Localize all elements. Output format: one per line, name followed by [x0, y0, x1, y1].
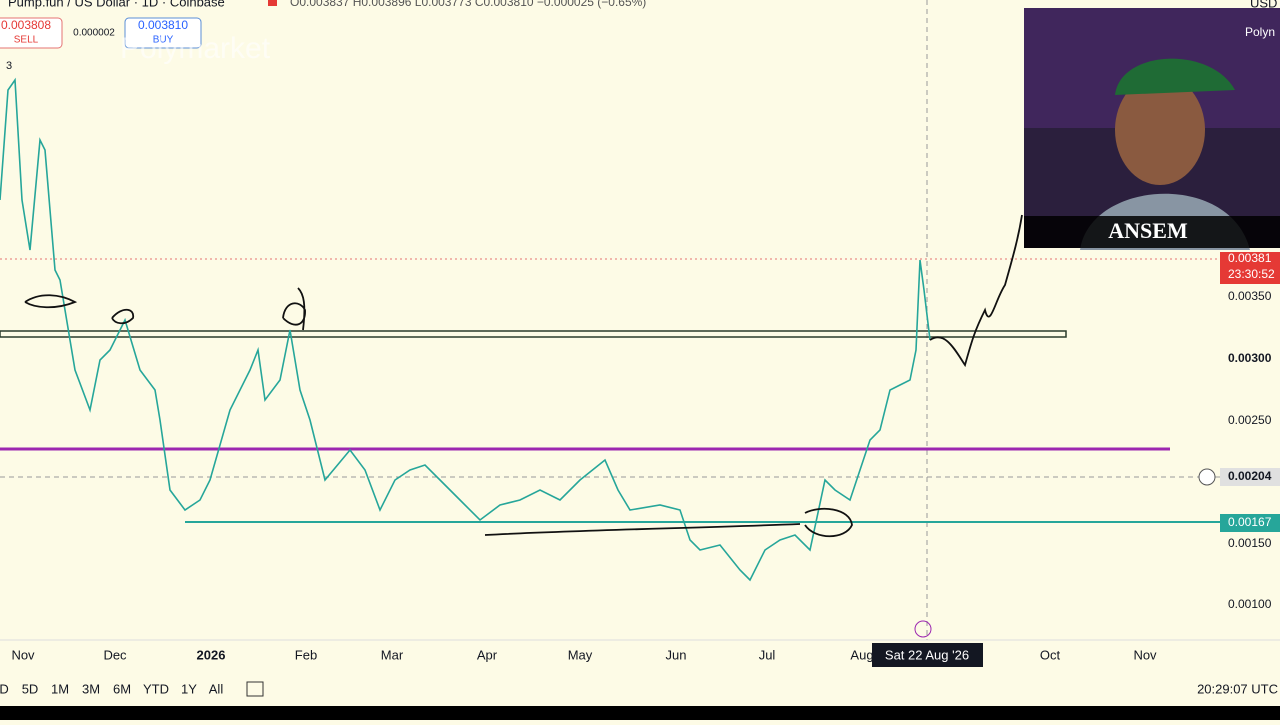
countdown: 23:30:52 [1228, 267, 1275, 281]
time-label: Jul [759, 647, 776, 662]
range-bar [0, 672, 1280, 706]
sell-label[interactable]: SELL [14, 35, 39, 46]
time-label: 2026 [197, 647, 226, 662]
range-button[interactable]: D [0, 681, 9, 696]
price-label: 0.00250 [1228, 413, 1272, 427]
time-label: Jun [666, 647, 687, 662]
time-label: Oct [1040, 647, 1061, 662]
calendar-icon[interactable] [246, 681, 264, 697]
range-button[interactable]: 1Y [181, 681, 197, 696]
green-level: 0.00167 [1228, 515, 1272, 529]
price-label: 0.00100 [1228, 597, 1272, 611]
event-icon [914, 620, 932, 638]
name-plate [1024, 216, 1280, 248]
cap [1115, 58, 1235, 95]
add-button[interactable] [1198, 468, 1216, 486]
current-price: 0.00381 [1228, 251, 1272, 265]
buy-button[interactable] [124, 17, 202, 49]
streamer-name: ANSEM [1108, 218, 1188, 243]
time-label: Dec [103, 647, 127, 662]
price-label: 0.00350 [1228, 289, 1272, 303]
time-label: Nov [11, 647, 35, 662]
range-button[interactable]: 1M [51, 681, 69, 696]
annotation-drawing [24, 214, 1023, 538]
time-label: Aug [850, 647, 873, 662]
buy-price[interactable]: 0.003810 [138, 18, 188, 32]
range-button[interactable]: 3M [82, 681, 100, 696]
currency: USD [1250, 0, 1277, 10]
person-head [1115, 75, 1205, 185]
bottom-strip [0, 706, 1280, 720]
crosshair-date-tag [872, 643, 983, 667]
crosshair-price: 0.00204 [1228, 469, 1272, 483]
watermark: Polymarket [120, 32, 271, 65]
time-label: Feb [295, 647, 317, 662]
flag [268, 0, 277, 6]
crosshair-date: Sat 22 Aug '26 [885, 647, 969, 662]
range-button[interactable]: 6M [113, 681, 131, 696]
buy-label[interactable]: BUY [153, 35, 174, 46]
range-button[interactable]: 5D [22, 681, 39, 696]
badge: Polyn [1245, 25, 1275, 39]
price-label: 0.00300 [1228, 351, 1272, 365]
price-path [0, 77, 931, 582]
range-button[interactable]: YTD [143, 681, 169, 696]
ohlc: O0.003837 H0.003896 L0.003773 C0.003810 … [290, 0, 646, 9]
sell-price[interactable]: 0.003808 [1, 18, 51, 32]
time-label: May [568, 647, 593, 662]
spread: 0.000002 [73, 28, 115, 39]
price-label: 0.00150 [1228, 536, 1272, 550]
symbol: Pump.fun / US Dollar · 1D · Coinbase [8, 0, 225, 9]
clock: 20:29:07 UTC [1197, 681, 1278, 696]
indicator-count: 3 [6, 60, 12, 72]
range-button[interactable]: All [209, 681, 224, 696]
sell-button[interactable] [0, 17, 63, 49]
zone [0, 330, 1067, 338]
current-price-tag [1220, 252, 1280, 284]
time-label: Nov [1133, 647, 1157, 662]
time-label: Apr [477, 647, 498, 662]
level-tag [1220, 514, 1280, 532]
time-label: Mar [381, 647, 404, 662]
crosshair-tag [1220, 468, 1280, 486]
